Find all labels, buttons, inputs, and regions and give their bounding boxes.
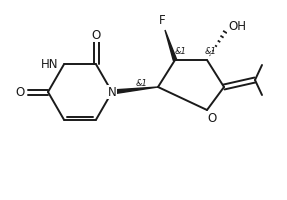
Text: HN: HN: [41, 58, 59, 71]
Text: &1: &1: [205, 47, 217, 56]
Text: O: O: [91, 29, 101, 42]
Text: OH: OH: [228, 21, 246, 33]
Text: O: O: [208, 112, 217, 124]
Polygon shape: [165, 30, 177, 61]
Text: N: N: [108, 86, 116, 98]
Polygon shape: [112, 87, 158, 94]
Text: &1: &1: [136, 78, 148, 88]
Text: F: F: [159, 15, 165, 27]
Text: O: O: [15, 86, 25, 98]
Text: &1: &1: [175, 47, 187, 56]
